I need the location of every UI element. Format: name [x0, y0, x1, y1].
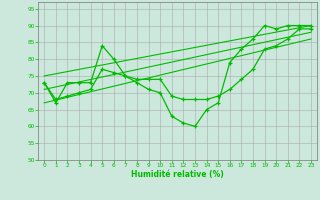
X-axis label: Humidité relative (%): Humidité relative (%)	[131, 170, 224, 179]
